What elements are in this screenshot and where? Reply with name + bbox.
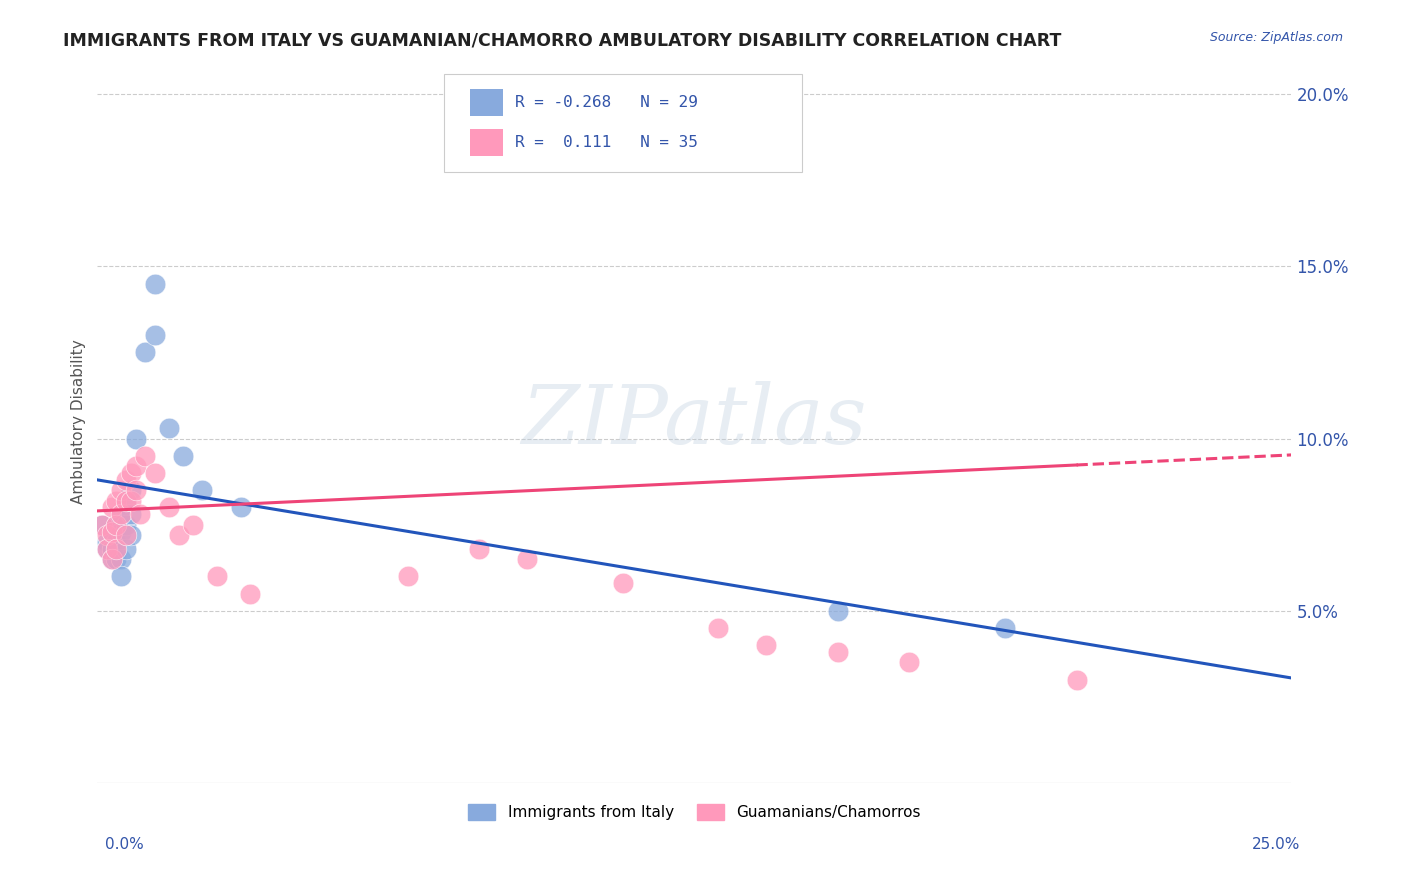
Point bbox=[110, 483, 132, 498]
Point bbox=[110, 552, 132, 566]
Text: ZIPatlas: ZIPatlas bbox=[522, 381, 868, 461]
Point bbox=[91, 517, 114, 532]
Text: Source: ZipAtlas.com: Source: ZipAtlas.com bbox=[1209, 31, 1343, 45]
Point bbox=[100, 500, 122, 515]
Point bbox=[100, 524, 122, 539]
Point bbox=[134, 345, 156, 359]
Point bbox=[827, 645, 849, 659]
Point bbox=[172, 449, 194, 463]
Point bbox=[120, 493, 142, 508]
Text: R =  0.111   N = 35: R = 0.111 N = 35 bbox=[515, 135, 699, 150]
Point bbox=[100, 541, 122, 556]
Point bbox=[898, 656, 921, 670]
Point bbox=[124, 483, 146, 498]
Point bbox=[100, 552, 122, 566]
Point bbox=[96, 535, 118, 549]
Point bbox=[105, 517, 128, 532]
Point bbox=[115, 541, 138, 556]
Point bbox=[143, 328, 166, 343]
Point bbox=[110, 524, 132, 539]
Point bbox=[1066, 673, 1088, 687]
Point bbox=[994, 621, 1017, 635]
Point bbox=[105, 535, 128, 549]
Y-axis label: Ambulatory Disability: Ambulatory Disability bbox=[72, 339, 86, 504]
Point bbox=[143, 466, 166, 480]
Text: 25.0%: 25.0% bbox=[1253, 838, 1301, 852]
Point bbox=[100, 524, 122, 539]
Point bbox=[110, 569, 132, 583]
Point bbox=[105, 493, 128, 508]
Point bbox=[124, 459, 146, 474]
Point bbox=[755, 638, 778, 652]
Point bbox=[110, 508, 132, 522]
Point bbox=[229, 500, 252, 515]
Point bbox=[239, 586, 262, 600]
Point bbox=[91, 517, 114, 532]
Point bbox=[120, 528, 142, 542]
FancyBboxPatch shape bbox=[444, 74, 801, 172]
Text: IMMIGRANTS FROM ITALY VS GUAMANIAN/CHAMORRO AMBULATORY DISABILITY CORRELATION CH: IMMIGRANTS FROM ITALY VS GUAMANIAN/CHAMO… bbox=[63, 31, 1062, 49]
Point bbox=[191, 483, 214, 498]
Point bbox=[96, 541, 118, 556]
Point bbox=[115, 528, 138, 542]
Point bbox=[96, 541, 118, 556]
Point bbox=[612, 576, 634, 591]
Text: 0.0%: 0.0% bbox=[105, 838, 145, 852]
FancyBboxPatch shape bbox=[470, 89, 503, 116]
Point bbox=[516, 552, 538, 566]
Point bbox=[115, 493, 138, 508]
Point bbox=[120, 483, 142, 498]
Point bbox=[396, 569, 419, 583]
Point bbox=[115, 493, 138, 508]
Point bbox=[134, 449, 156, 463]
Point bbox=[105, 541, 128, 556]
Point bbox=[120, 508, 142, 522]
Point bbox=[100, 552, 122, 566]
Point bbox=[129, 508, 152, 522]
FancyBboxPatch shape bbox=[470, 128, 503, 156]
Point bbox=[205, 569, 228, 583]
Point bbox=[110, 508, 132, 522]
Point bbox=[96, 528, 118, 542]
Point bbox=[105, 552, 128, 566]
Point bbox=[827, 604, 849, 618]
Point bbox=[167, 528, 190, 542]
Legend: Immigrants from Italy, Guamanians/Chamorros: Immigrants from Italy, Guamanians/Chamor… bbox=[461, 797, 927, 826]
Point bbox=[707, 621, 730, 635]
Point bbox=[181, 517, 204, 532]
Point bbox=[115, 517, 138, 532]
Point bbox=[124, 432, 146, 446]
Point bbox=[105, 517, 128, 532]
Point bbox=[468, 541, 491, 556]
Point bbox=[120, 466, 142, 480]
Point bbox=[115, 473, 138, 487]
Point bbox=[143, 277, 166, 291]
Point bbox=[157, 421, 180, 435]
Text: R = -0.268   N = 29: R = -0.268 N = 29 bbox=[515, 95, 699, 110]
Point bbox=[157, 500, 180, 515]
